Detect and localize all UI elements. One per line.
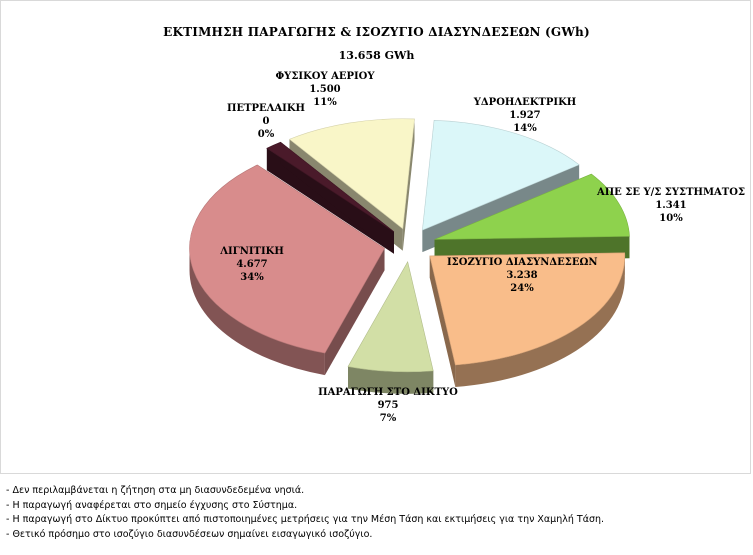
- label-network: ΠΑΡΑΓΩΓΗ ΣΤΟ ΔΙΚΤΥΟ 975 7%: [318, 387, 458, 424]
- slice-side-wall: [429, 255, 456, 388]
- footnote: - Θετικό πρόσημο στο ισοζύγιο διασυνδέσε…: [6, 528, 373, 540]
- pie-chart: [189, 118, 630, 394]
- slice-side-wall: [324, 248, 385, 376]
- label-oil: ΠΕΤΡΕΛΑΙΚΗ 0 0%: [227, 103, 305, 140]
- label-hydro: ΥΔΡΟΗΛΕΚΤΡΙΚΗ 1.927 14%: [473, 97, 577, 134]
- footnotes: - Δεν περιλαμβάνεται η ζήτηση στα μη δια…: [6, 484, 604, 542]
- slice-top: [288, 118, 415, 230]
- slice-top: [422, 120, 580, 231]
- slice-outer-wall: [348, 366, 434, 394]
- footnote: - Δεν περιλαμβάνεται η ζήτηση στα μη δια…: [6, 485, 305, 496]
- label-res: ΑΠΕ ΣΕ Υ/Σ ΣΥΣΤΗΜΑΤΟΣ 1.341 10%: [596, 187, 746, 224]
- slice-side-wall: [402, 118, 415, 251]
- footnote: - Η παραγωγή στο Δίκτυο προκύπτει από πι…: [6, 514, 605, 525]
- chart-title: ΕΚΤΙΜΗΣΗ ΠΑΡΑΓΩΓΗΣ & ΙΣΟΖΥΓΙΟ ΔΙΑΣΥΝΔΕΣΕ…: [163, 25, 590, 39]
- label-interconnections: ΙΣΟΖΥΓΙΟ ΔΙΑΣΥΝΔΕΣΕΩΝ 3.238 24%: [447, 257, 598, 294]
- slice-top: [189, 164, 385, 354]
- slice-top: [347, 261, 434, 373]
- slice-top: [429, 252, 626, 366]
- label-natural-gas: ΦΥΣΙΚΟΥ ΑΕΡΙΟΥ 1.500 11%: [275, 71, 375, 108]
- slice-top: [266, 141, 395, 232]
- chart-total-label: 13.658 GWh: [338, 49, 415, 62]
- footnote: - Η παραγωγή αναφέρεται στο σημείο έγχυσ…: [6, 499, 298, 511]
- slice-outer-wall: [455, 255, 625, 388]
- slice-outer-wall: [189, 248, 325, 376]
- slice-oil: [266, 141, 395, 254]
- slice-interconnections: [429, 252, 626, 388]
- label-lignite: ΛΙΓΝΙΤΙΚΗ 4.677 34%: [220, 246, 284, 283]
- slice-network: [347, 261, 434, 394]
- slice-top: [434, 173, 630, 240]
- slice-lignite: [189, 164, 385, 376]
